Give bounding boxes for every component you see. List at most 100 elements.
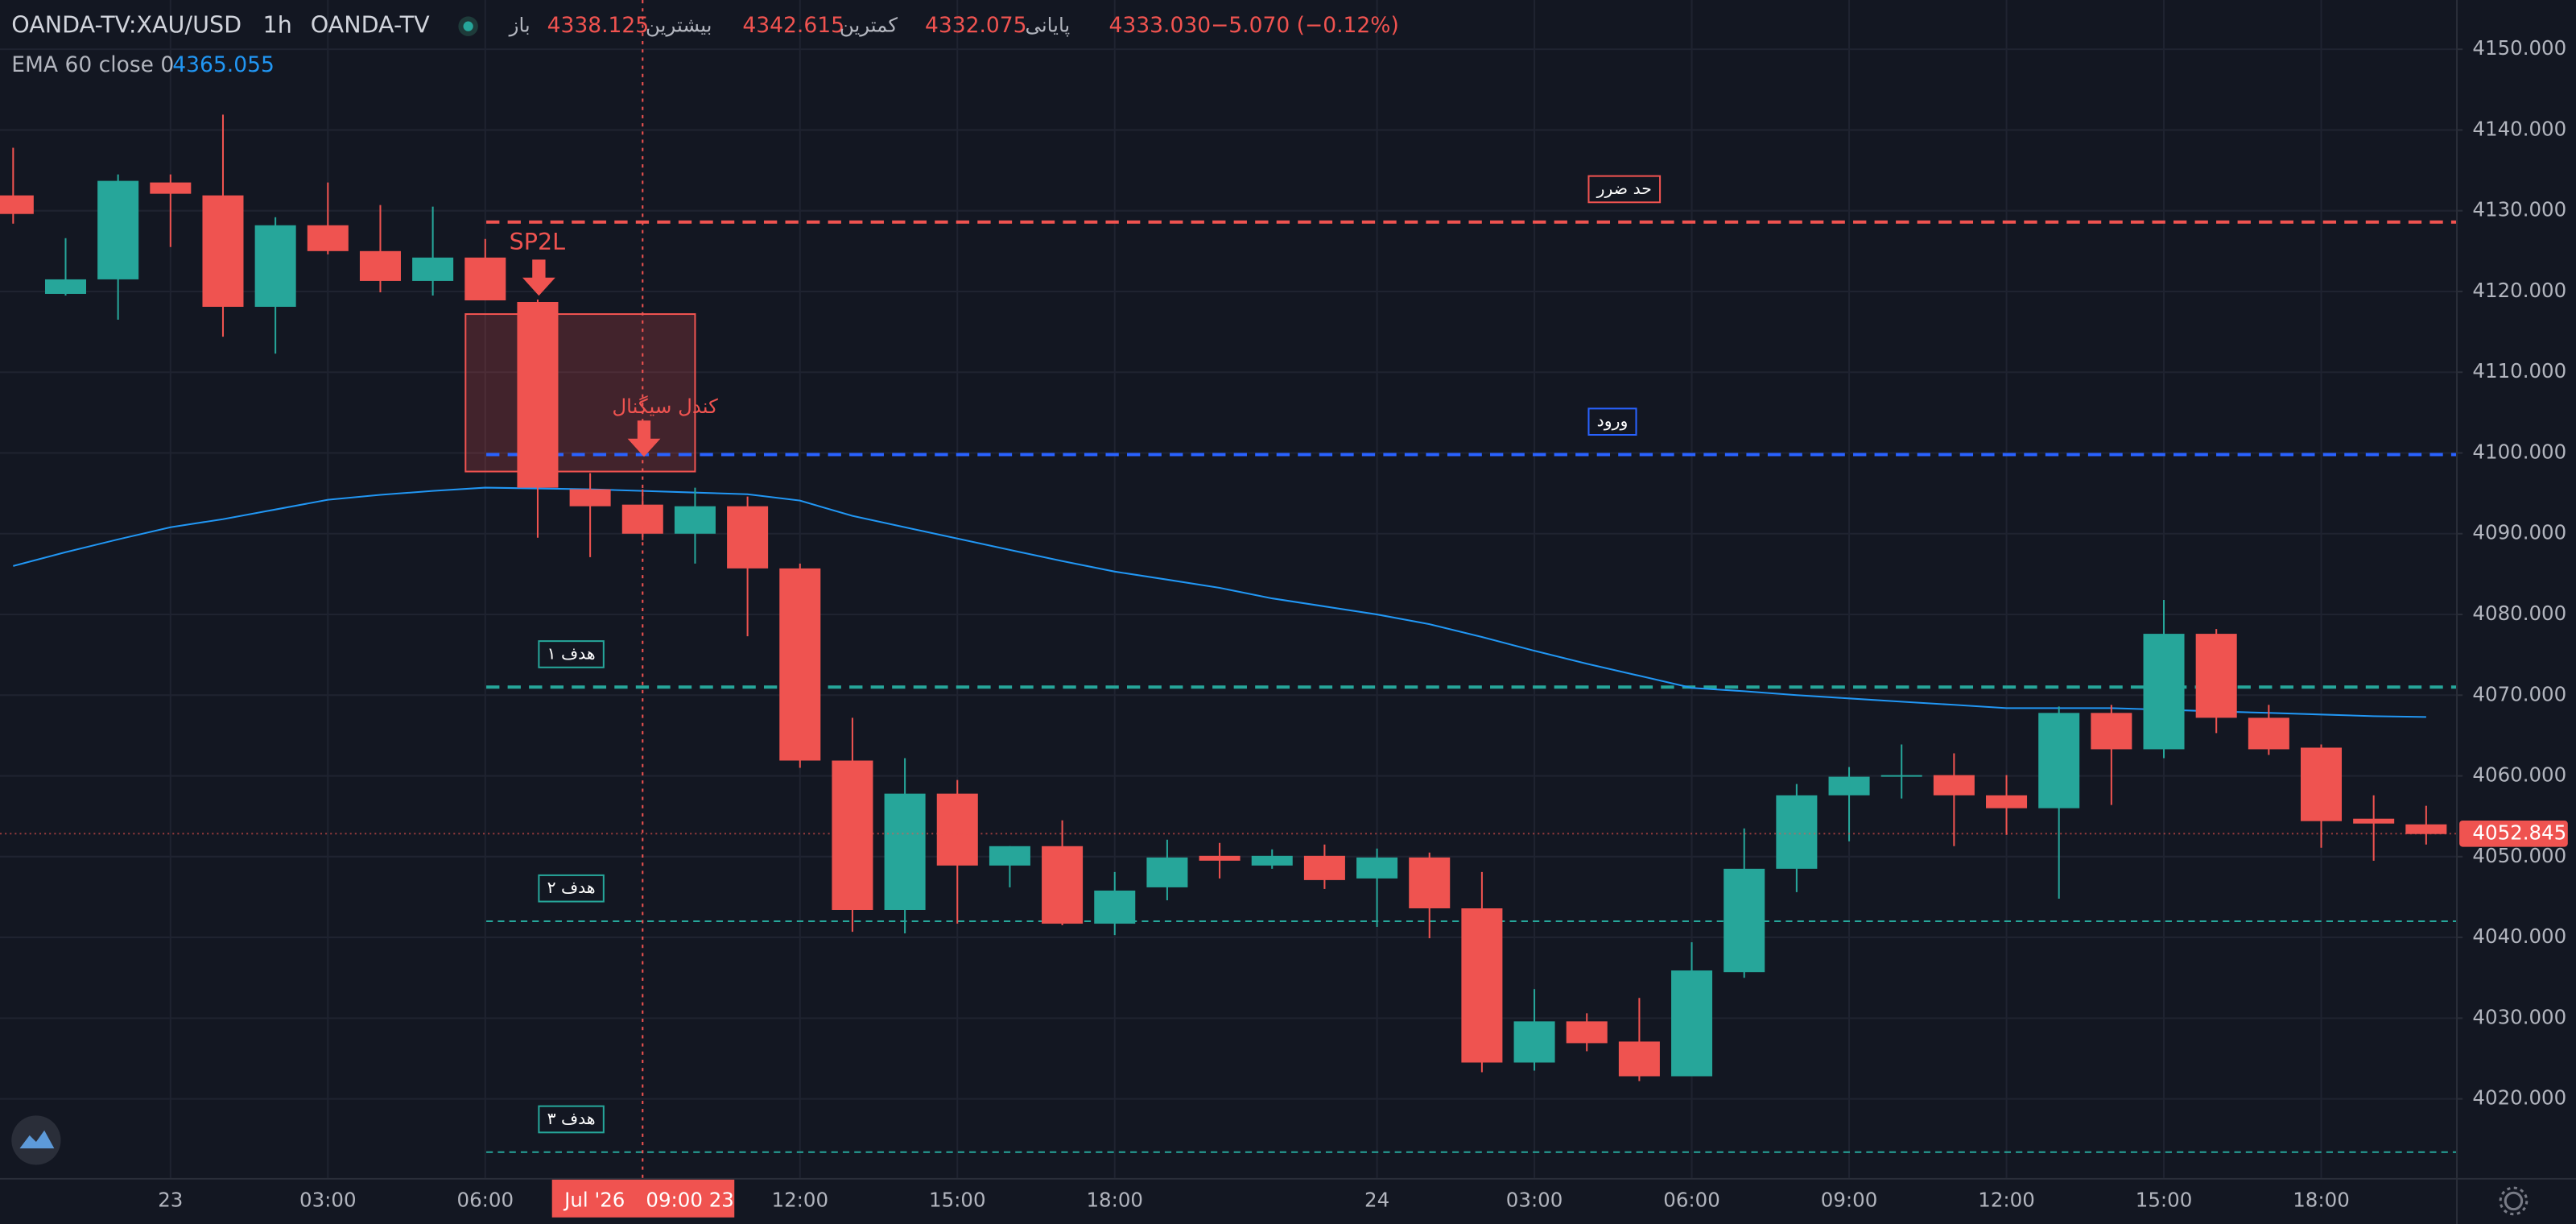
y-tick-label: 4100.000 [2472,440,2566,463]
logo [11,1115,61,1165]
candle-body [1828,776,1870,796]
x-tick-label: 12:00 [772,1188,829,1211]
candle-body [674,506,716,534]
candle-body [1618,1041,1660,1077]
candle-body [1671,970,1713,1077]
candle-body [1303,855,1345,880]
signal-arrow [627,420,661,457]
candle-body [150,182,192,194]
last-price-label: 4052.845 [2472,821,2566,844]
candle-body [44,279,86,294]
ohlc-label: بیشترین [646,14,712,37]
y-tick-label: 4090.000 [2472,521,2566,544]
y-tick-label: 4020.000 [2472,1086,2566,1110]
last-price-box [2459,820,2568,847]
level-label-box [538,640,605,668]
candle-body [832,760,873,910]
candle-body [254,225,296,308]
logo-circle [11,1115,61,1165]
x-tick-label: 15:00 [2136,1188,2193,1211]
candle-body [2091,713,2132,750]
status-dot [463,21,473,31]
candle-body [1724,868,1765,973]
candle-body [1986,795,2028,808]
candle-body [517,301,559,488]
level-label-box [538,874,605,903]
candle-body [1461,908,1503,1063]
candle-body [1513,1021,1555,1063]
candle-body [2195,634,2237,718]
candle-body [1042,846,1084,924]
indicator-value: 4365.055 [172,52,275,77]
candle-body [464,257,506,300]
ohlc-value: 4342.615 [742,13,844,38]
level-label: هدف ۱ [547,643,596,663]
candle-body [412,257,454,281]
x-tick-label: 12:00 [1978,1188,2035,1211]
y-tick-label: 4140.000 [2472,117,2566,140]
gear[interactable] [2504,1191,2524,1211]
x-tick-label: 24 [1364,1188,1389,1211]
signal-arrow [522,259,555,296]
signal-text: SP2L [510,228,566,255]
y-tick-label: 4060.000 [2472,763,2566,787]
level-label-box [538,1105,605,1134]
candle-body [2038,713,2080,808]
level-label: ورود [1597,411,1629,431]
level-label: هدف ۳ [547,1109,596,1128]
candle-body [1146,857,1188,887]
candle-body [1356,857,1398,879]
x-tick-label: 18:00 [1086,1188,1143,1211]
candle-body [1199,855,1241,861]
candle-body [989,846,1030,866]
candle-body [2248,717,2289,750]
level-label: هدف ۲ [547,878,596,897]
x-tick-label: 18:00 [2293,1188,2350,1211]
candle-body [359,250,401,281]
y-tick-label: 4040.000 [2472,924,2566,948]
candle-body [936,793,978,866]
candle-body [2143,634,2185,750]
change: −5.070 (−0.12%) [1211,13,1399,38]
source: OANDA-TV [311,11,430,39]
ohlc-label: باز [508,14,530,37]
candle-body [884,793,926,910]
y-tick-label: 4120.000 [2472,279,2566,302]
candle-body [727,506,769,569]
interval: 1h [263,11,292,39]
y-tick-label: 4030.000 [2472,1005,2566,1028]
candle-body [1776,795,1818,869]
signal-box-label: کندل سیگنال [612,395,718,418]
ema-line [13,486,2426,718]
indicator-label: EMA 60 close 0 [11,52,174,77]
settings-icon[interactable] [2499,1186,2529,1216]
candle-body [202,195,244,308]
ohlc-value: 4332.075 [925,13,1027,38]
crosshair-label-box [551,1179,735,1218]
symbol: OANDA-TV:XAU/USD [11,11,242,39]
header: OANDA-TV:XAU/USD 1h OANDA-TV −5.070 (−0.… [11,11,1399,77]
candle-body [1409,857,1451,908]
level-label-box [1587,175,1662,204]
gear-teeth[interactable] [2499,1186,2529,1216]
x-tick-label: 06:00 [1663,1188,1720,1211]
ohlc-value: 4333.030 [1109,13,1212,38]
x-tick-label: 03:00 [299,1188,357,1211]
candle-body [307,225,349,251]
y-tick-label: 4110.000 [2472,359,2566,382]
crosshair-date: Jul '26 [563,1188,625,1211]
candle-body [2353,818,2395,824]
candle-body [1880,775,1922,777]
ohlc-value: 4338.125 [547,13,650,38]
candle-body [779,568,821,761]
level-label: حد ضرر [1596,179,1652,198]
x-tick-label: 06:00 [457,1188,514,1211]
candle-body [0,195,34,214]
y-tick-label: 4050.000 [2472,844,2566,867]
logo-shape [19,1130,55,1149]
candle-body [2405,824,2447,834]
crosshair-time: 09:00 23 [646,1188,733,1211]
candle-body [2301,747,2343,821]
plot: کندل سیگنال حد ضرر ورود هدف ۱ هدف ۲ هدف ۳ [0,0,2457,1178]
